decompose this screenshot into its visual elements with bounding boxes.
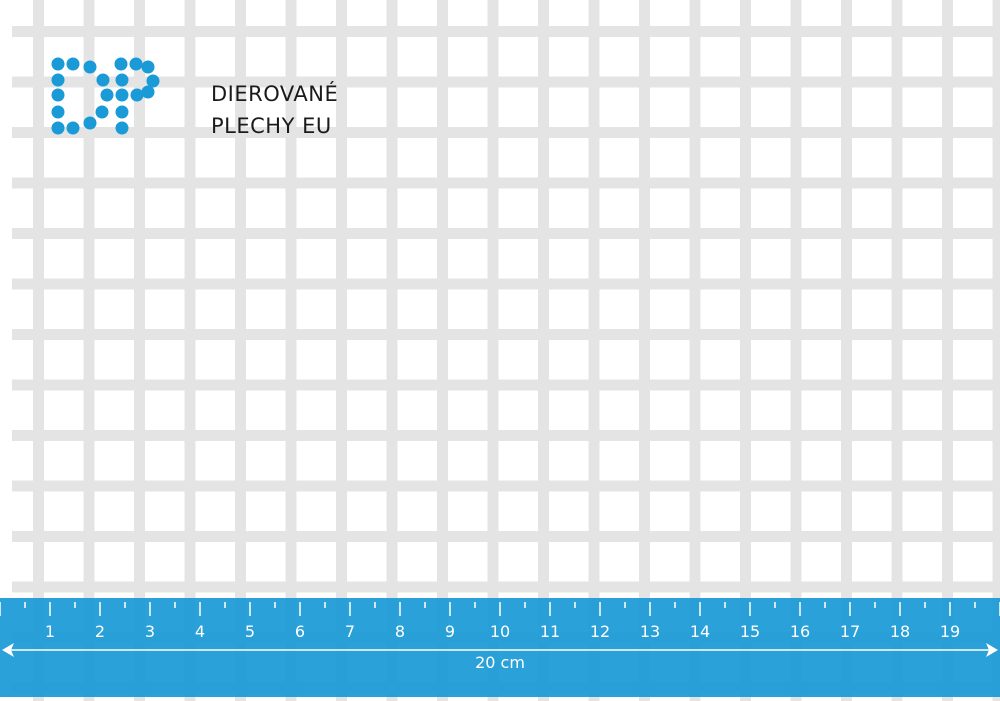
ruler-number: 8 bbox=[394, 622, 406, 641]
logo-dot bbox=[83, 60, 97, 74]
ruler-number: 13 bbox=[639, 622, 661, 641]
ruler-number: 15 bbox=[739, 622, 761, 641]
grid-bar-vertical bbox=[891, 0, 903, 701]
ruler-number: 19 bbox=[939, 622, 961, 641]
grid-bar-vertical bbox=[83, 0, 95, 701]
arrow-right-icon bbox=[986, 643, 998, 657]
grid-bar-vertical bbox=[588, 0, 600, 701]
grid-bar-horizontal bbox=[0, 430, 1000, 441]
grid-bar-horizontal bbox=[0, 329, 1000, 340]
logo-dot bbox=[115, 105, 129, 119]
grid-bar-horizontal bbox=[0, 480, 1000, 492]
logo-dot bbox=[115, 121, 129, 135]
grid-bar-horizontal bbox=[0, 76, 1000, 88]
ruler-number: 12 bbox=[589, 622, 611, 641]
logo-dot bbox=[114, 57, 128, 71]
logo-dot bbox=[129, 57, 143, 71]
ruler-number: 9 bbox=[444, 622, 456, 641]
grid-bar-horizontal bbox=[0, 278, 1000, 290]
grid-bar-horizontal bbox=[0, 379, 1000, 391]
grid-bar-vertical bbox=[386, 0, 398, 701]
ruler-number: 2 bbox=[94, 622, 106, 641]
grid-bar-vertical bbox=[33, 0, 44, 701]
grid-bar-horizontal bbox=[0, 26, 1000, 37]
grid-bar-horizontal bbox=[0, 581, 1000, 593]
logo-dot bbox=[51, 57, 65, 71]
ruler-number: 14 bbox=[689, 622, 711, 641]
grid-bar-horizontal bbox=[0, 127, 1000, 138]
grid-bar-vertical bbox=[437, 0, 448, 701]
ruler-number: 3 bbox=[144, 622, 156, 641]
logo-dot bbox=[95, 105, 109, 119]
grid-bar-vertical bbox=[285, 0, 297, 701]
ruler-number: 7 bbox=[344, 622, 356, 641]
grid-bar-vertical bbox=[992, 0, 1000, 701]
grid-bar-horizontal bbox=[0, 531, 1000, 542]
grid-bar-vertical bbox=[689, 0, 701, 701]
logo-dot bbox=[51, 73, 65, 87]
ruler-number: 1 bbox=[44, 622, 56, 641]
logo-dot bbox=[51, 121, 65, 135]
logo-dot bbox=[141, 60, 155, 74]
ruler-number: 18 bbox=[889, 622, 911, 641]
logo-dot bbox=[51, 105, 65, 119]
grid-bar-vertical bbox=[841, 0, 852, 701]
logo-line-1: DIEROVANÉ bbox=[211, 82, 339, 106]
length-label: 20 cm bbox=[475, 653, 525, 672]
ruler-scale bbox=[0, 598, 1000, 697]
grid-bar-vertical bbox=[235, 0, 246, 701]
grid-bar-vertical bbox=[790, 0, 802, 701]
grid-bar-horizontal bbox=[0, 228, 1000, 239]
logo-dot bbox=[141, 85, 155, 99]
ruler-number: 11 bbox=[539, 622, 561, 641]
sheet-edge bbox=[0, 0, 12, 701]
ruler-number: 5 bbox=[244, 622, 256, 641]
grid-bar-vertical bbox=[336, 0, 347, 701]
logo-dot bbox=[115, 73, 129, 87]
ruler-number: 4 bbox=[194, 622, 206, 641]
ruler-number: 16 bbox=[789, 622, 811, 641]
dp-monogram-icon bbox=[51, 57, 160, 135]
grid-bar-vertical bbox=[487, 0, 499, 701]
grid-bar-vertical bbox=[134, 0, 145, 701]
logo-dot bbox=[66, 57, 80, 71]
grid-bar-vertical bbox=[942, 0, 953, 701]
arrow-left-icon bbox=[2, 643, 14, 657]
grid-bar-vertical bbox=[538, 0, 549, 701]
logo-dot bbox=[51, 88, 65, 102]
logo-dot bbox=[83, 116, 97, 130]
logo-dot bbox=[146, 74, 160, 88]
grid-bar-vertical bbox=[639, 0, 650, 701]
logo-dot bbox=[115, 88, 129, 102]
logo-line-2: PLECHY EU bbox=[211, 114, 332, 138]
ruler-number: 17 bbox=[839, 622, 861, 641]
grid-bar-vertical bbox=[740, 0, 751, 701]
grid-bar-horizontal bbox=[0, 177, 1000, 189]
logo-dot bbox=[96, 73, 110, 87]
ruler: 1 2 3 4 5 6 7 8 9 10 11 12 13 14 15 16 17 18 19 20 cm bbox=[0, 598, 1000, 701]
logo: DIEROVANÉ PLECHY EU bbox=[40, 50, 340, 150]
logo-dot bbox=[100, 88, 114, 102]
ruler-number: 6 bbox=[294, 622, 306, 641]
logo-dot bbox=[130, 88, 144, 102]
ruler-number: 10 bbox=[489, 622, 511, 641]
logo-dot bbox=[66, 121, 80, 135]
grid-bar-vertical bbox=[184, 0, 196, 701]
